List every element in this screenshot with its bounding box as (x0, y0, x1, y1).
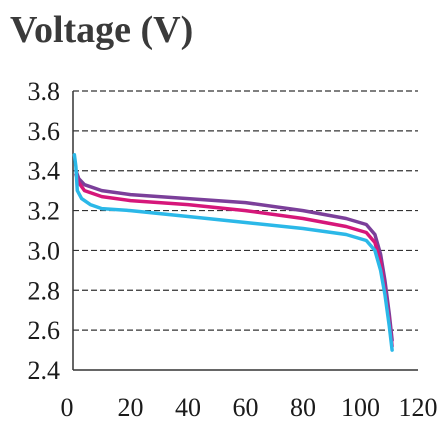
y-tick-label: 2.6 (28, 316, 61, 345)
y-tick-label: 2.8 (28, 276, 61, 305)
series-line-3 (72, 153, 394, 352)
y-tick-label: 2.4 (28, 356, 61, 385)
chart-title: Voltage (V) (10, 9, 194, 51)
y-tick-label: 3.4 (28, 157, 61, 186)
y-tick-label: 3.0 (28, 236, 61, 265)
x-tick-labels: 0 20 40 60 80 100 120 (61, 393, 438, 422)
axes (72, 91, 418, 371)
series-line-1 (74, 168, 394, 342)
x-tick-label: 80 (290, 393, 316, 422)
series-lines (72, 153, 394, 352)
x-tick-label: 20 (118, 393, 144, 422)
x-tick-label: 0 (61, 393, 74, 422)
y-tick-label: 3.2 (28, 197, 61, 226)
x-tick-label: 40 (175, 393, 201, 422)
y-tick-label: 3.6 (28, 117, 61, 146)
y-tick-label: 3.8 (28, 77, 61, 106)
x-tick-label: 120 (399, 393, 438, 422)
y-tick-labels: 2.4 2.6 2.8 3.0 3.2 3.4 3.6 3.8 (28, 77, 61, 385)
x-tick-label: 100 (341, 393, 380, 422)
x-tick-label: 60 (233, 393, 259, 422)
